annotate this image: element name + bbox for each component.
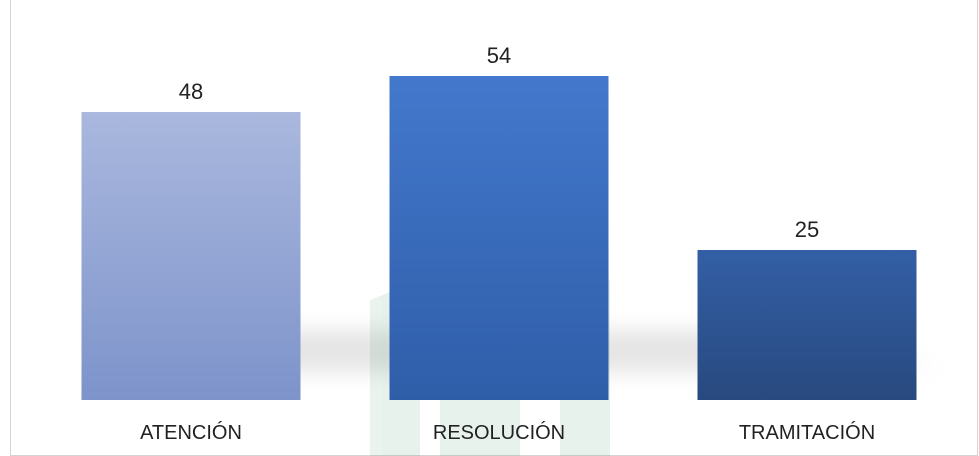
bar-tramitación — [697, 250, 917, 400]
value-labels-group: 48 54 25 — [179, 43, 819, 242]
category-label-resolución: RESOLUCIÓN — [433, 421, 565, 444]
category-label-atención: ATENCIÓN — [140, 421, 242, 444]
category-labels-group: ATENCIÓN RESOLUCIÓN TRAMITACIÓN — [140, 421, 875, 444]
bar-atención — [81, 112, 301, 400]
value-label-atención: 48 — [179, 79, 203, 104]
value-label-tramitación: 25 — [795, 217, 819, 242]
category-label-tramitación: TRAMITACIÓN — [739, 421, 875, 444]
bar-resolución — [389, 76, 609, 400]
bars-group — [81, 76, 917, 400]
value-label-resolución: 54 — [487, 43, 511, 68]
